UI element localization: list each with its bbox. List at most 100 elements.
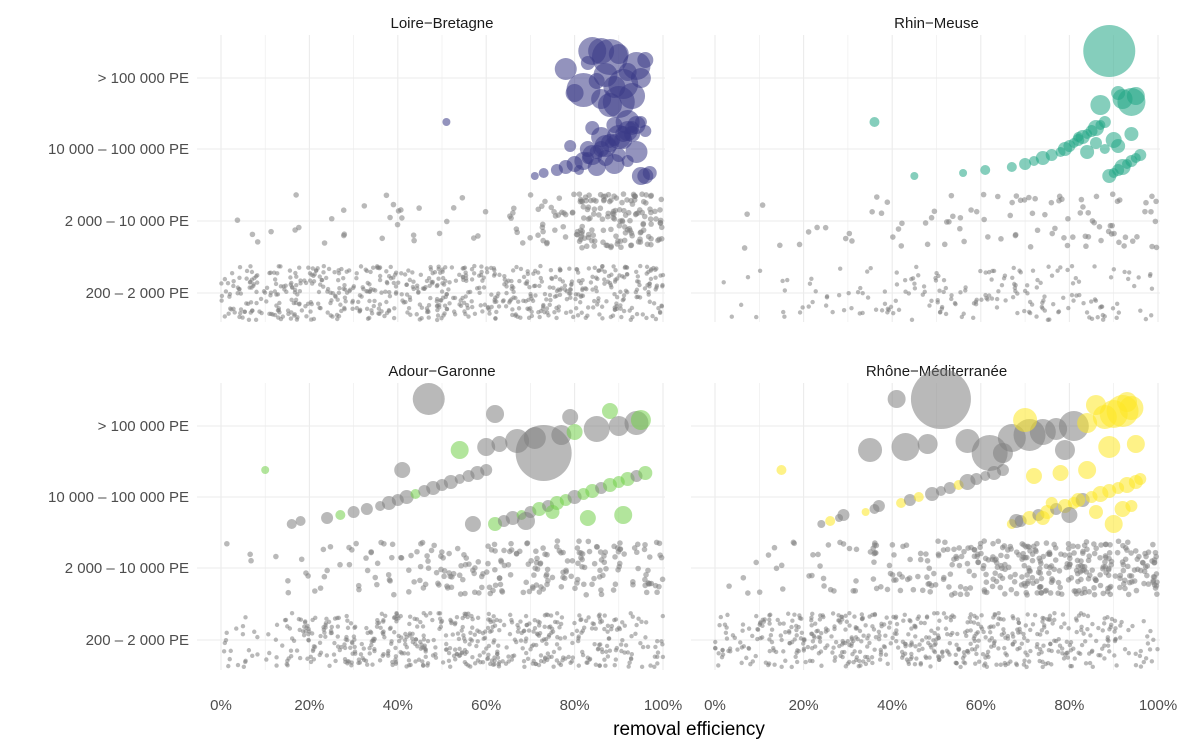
data-point — [472, 661, 478, 666]
data-point — [549, 275, 554, 281]
data-point — [805, 229, 812, 235]
data-point — [229, 307, 234, 312]
data-point — [583, 197, 589, 204]
data-point — [609, 623, 615, 629]
data-point — [554, 288, 560, 294]
data-point — [994, 662, 999, 667]
data-point — [342, 295, 348, 300]
data-point — [1089, 299, 1094, 304]
data-point — [776, 465, 787, 475]
data-point — [472, 311, 478, 317]
data-point — [1011, 579, 1018, 585]
data-point — [378, 625, 383, 631]
data-point — [574, 165, 585, 175]
data-point — [396, 633, 401, 639]
data-point — [1134, 556, 1141, 562]
data-point — [739, 660, 744, 666]
x-tick-label: 60% — [471, 697, 501, 714]
data-point — [946, 218, 952, 225]
data-point — [1090, 621, 1095, 627]
data-point — [395, 208, 402, 214]
data-point — [735, 647, 740, 652]
data-point — [754, 613, 759, 619]
data-point — [255, 273, 260, 278]
data-point — [536, 623, 542, 628]
data-point — [410, 270, 415, 275]
data-point — [1126, 627, 1131, 633]
data-point — [286, 519, 297, 529]
data-point — [235, 291, 240, 296]
data-point — [1134, 473, 1147, 485]
data-point — [986, 654, 991, 660]
data-point — [544, 551, 550, 558]
data-point — [1122, 544, 1129, 551]
data-point — [1140, 560, 1146, 566]
data-point — [1134, 149, 1147, 161]
data-point — [224, 540, 230, 547]
data-point — [1085, 576, 1092, 582]
data-point — [636, 616, 641, 621]
data-point — [417, 563, 424, 570]
data-point — [318, 633, 323, 639]
data-point — [876, 636, 882, 642]
data-point — [384, 269, 389, 274]
data-point — [289, 297, 294, 303]
data-point — [326, 266, 332, 272]
data-point — [1069, 664, 1074, 669]
data-point — [376, 306, 382, 311]
data-point — [979, 297, 984, 302]
data-point — [585, 231, 592, 238]
data-point — [434, 317, 440, 323]
data-point — [342, 657, 348, 662]
data-point — [284, 661, 289, 667]
data-point — [393, 661, 399, 666]
data-point — [455, 631, 461, 636]
data-point — [547, 292, 553, 298]
data-point — [381, 618, 386, 623]
data-point — [311, 657, 317, 662]
data-point — [528, 557, 534, 564]
data-point — [290, 285, 295, 290]
data-point — [337, 647, 343, 653]
data-point — [425, 558, 431, 564]
data-point — [321, 573, 328, 580]
data-point — [1052, 557, 1059, 563]
data-point — [1022, 658, 1027, 663]
data-point — [1052, 611, 1057, 616]
data-point — [324, 567, 330, 574]
data-point — [358, 652, 364, 657]
data-point — [924, 574, 930, 580]
data-point — [910, 369, 971, 429]
data-point — [306, 631, 311, 637]
data-point — [618, 244, 624, 251]
data-point — [604, 242, 611, 249]
data-point — [647, 206, 653, 212]
data-point — [655, 650, 661, 655]
data-point — [1075, 543, 1081, 550]
data-point — [551, 664, 556, 669]
data-point — [297, 289, 303, 294]
data-point — [472, 632, 478, 637]
data-point — [498, 558, 505, 565]
data-point — [272, 289, 278, 294]
panel-title: Adour−Garonne — [388, 363, 495, 380]
data-point — [457, 591, 464, 597]
data-point — [430, 653, 436, 658]
data-point — [653, 275, 658, 280]
data-point — [460, 624, 465, 630]
data-point — [523, 639, 528, 644]
data-point — [660, 654, 666, 660]
data-point — [753, 559, 760, 566]
data-point — [545, 505, 560, 519]
data-point — [459, 576, 466, 583]
data-point — [771, 544, 778, 551]
data-point — [589, 626, 595, 631]
data-point — [1050, 621, 1055, 626]
data-point — [1122, 556, 1129, 563]
data-point — [607, 280, 613, 286]
data-point — [452, 295, 458, 301]
data-point — [793, 654, 798, 659]
data-point — [1051, 301, 1056, 307]
data-point — [1025, 612, 1030, 617]
data-point — [858, 663, 863, 668]
